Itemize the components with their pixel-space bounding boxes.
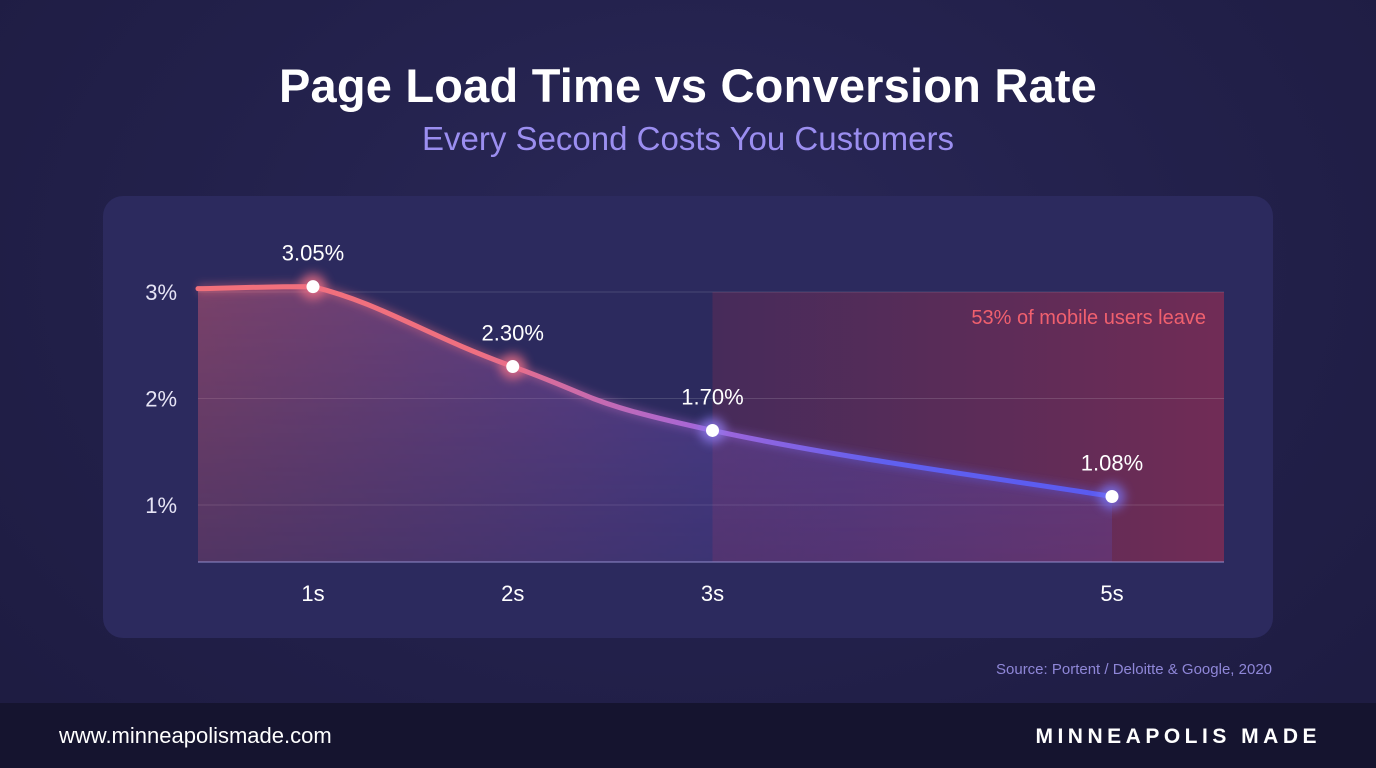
data-label: 1.70% [681,384,743,409]
footer-url[interactable]: www.minneapolismade.com [59,723,332,748]
x-tick-label: 2s [501,581,524,606]
data-label: 3.05% [282,241,344,266]
x-tick-label: 3s [701,581,724,606]
page-subtitle: Every Second Costs You Customers [422,120,954,157]
data-point-2s[interactable] [506,360,520,374]
y-tick-label: 3% [145,280,177,305]
footer-brand: MINNEAPOLIS MADE [1035,725,1321,748]
data-point-3s[interactable] [706,423,719,437]
data-point-1s[interactable] [306,280,320,294]
data-point-5s[interactable] [1105,489,1119,503]
conversion-area [198,286,1112,562]
y-tick-label: 2% [145,387,177,412]
x-tick-label: 1s [301,581,324,606]
data-label: 2.30% [482,321,544,346]
footer-bar: www.minneapolismade.com MINNEAPOLIS MADE [0,703,1376,768]
abandon-annotation: 53% of mobile users leave [971,307,1206,329]
page-title: Page Load Time vs Conversion Rate [278,59,1098,112]
source-note: Source: Portent / Deloitte & Google, 202… [996,661,1272,678]
y-tick-label: 1% [145,493,177,518]
data-label: 1.08% [1081,450,1143,475]
x-tick-label: 5s [1100,581,1123,606]
